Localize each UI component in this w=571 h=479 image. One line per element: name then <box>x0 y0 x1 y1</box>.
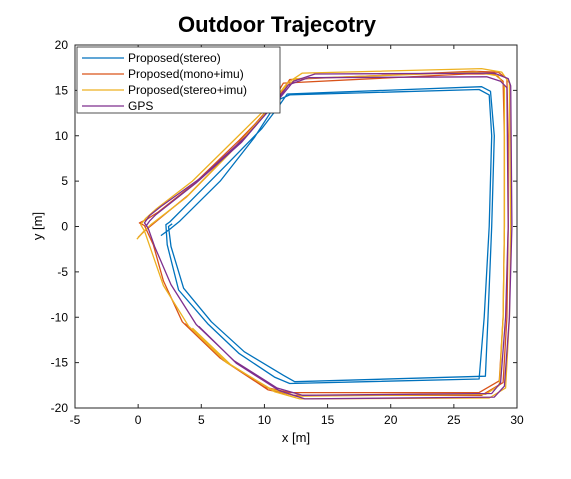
y-tick-label: -20 <box>51 401 69 415</box>
x-tick-label: 10 <box>258 413 272 427</box>
x-tick-label: 15 <box>321 413 335 427</box>
x-tick-label: -5 <box>70 413 81 427</box>
chart-title: Outdoor Trajecotry <box>178 12 377 37</box>
legend-label: Proposed(stereo) <box>128 51 221 65</box>
y-tick-label: 5 <box>61 174 68 188</box>
series-line-4 <box>143 72 513 400</box>
y-tick-label: 15 <box>55 83 69 97</box>
y-tick-label: 10 <box>55 129 69 143</box>
x-tick-label: 5 <box>198 413 205 427</box>
y-tick-label: -10 <box>51 310 69 324</box>
legend-label: Proposed(stereo+imu) <box>128 83 247 97</box>
y-tick-label: 0 <box>61 220 68 234</box>
x-tick-label: 30 <box>510 413 524 427</box>
x-axis-label: x [m] <box>282 430 310 445</box>
legend: Proposed(stereo) Proposed(mono+imu) Propos… <box>76 46 281 114</box>
x-tick-label: 25 <box>447 413 461 427</box>
series-layer <box>136 67 513 400</box>
legend-label: GPS <box>128 99 153 113</box>
y-axis-label: y [m] <box>30 212 45 240</box>
series-line-1 <box>160 86 495 385</box>
y-tick-label: -5 <box>57 265 68 279</box>
legend-label: Proposed(mono+imu) <box>128 67 244 81</box>
y-tick-label: 20 <box>55 38 69 52</box>
x-tick-label: 20 <box>384 413 398 427</box>
x-tick-label: 0 <box>135 413 142 427</box>
series-line-3 <box>136 67 512 400</box>
y-tick-label: -15 <box>51 356 69 370</box>
